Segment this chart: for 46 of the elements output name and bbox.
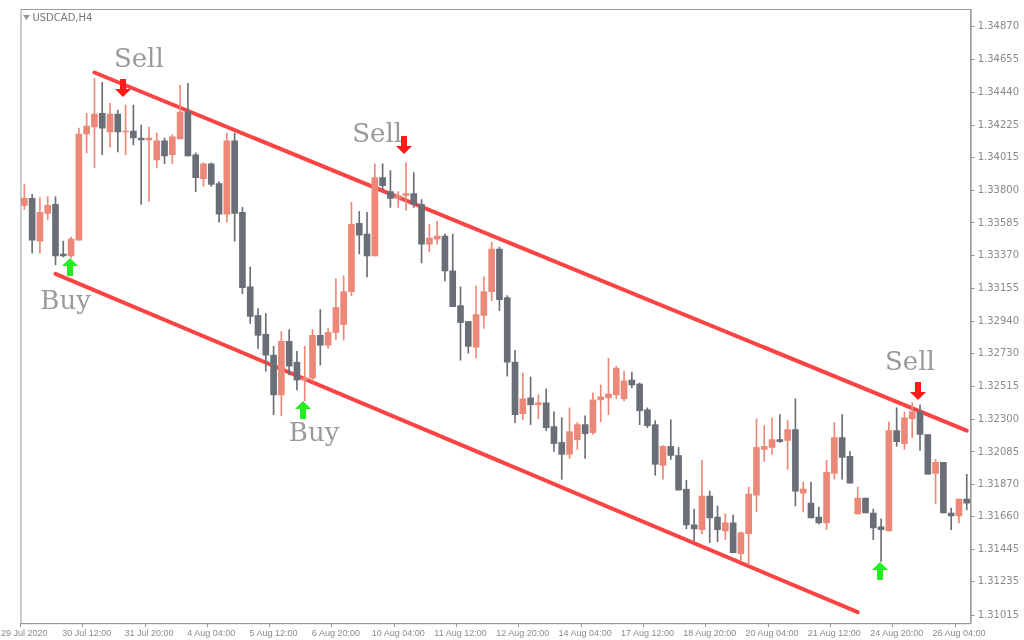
x-tick-label: 10 Aug 04:00 — [371, 628, 425, 639]
x-tick-label: 17 Aug 12:00 — [620, 628, 674, 639]
y-tick-label: 1.32300 — [977, 412, 1020, 424]
x-tick-label: 20 Aug 04:00 — [745, 628, 799, 639]
y-tick-label: 1.31660 — [977, 510, 1020, 522]
y-tick-label: 1.31015 — [977, 608, 1020, 620]
candlestick — [98, 82, 106, 156]
x-tick-label: 6 Aug 20:00 — [311, 628, 360, 639]
candlestick — [581, 415, 589, 459]
y-tick-label: 1.34655 — [977, 53, 1020, 65]
y-tick-label: 1.33155 — [977, 282, 1020, 294]
candlestick — [316, 309, 324, 366]
x-tick-label: 4 Aug 04:00 — [187, 628, 236, 639]
x-tick-label: 5 Aug 12:00 — [249, 628, 298, 639]
y-tick-label: 1.34225 — [977, 118, 1020, 130]
candlestick — [799, 481, 807, 513]
x-tick-label: 24 Aug 20:00 — [870, 628, 924, 639]
x-tick-label: 14 Aug 04:00 — [558, 628, 612, 639]
annotation: Sell — [113, 42, 164, 73]
x-tick-label: 12 Aug 20:00 — [496, 628, 550, 639]
y-tick-label: 1.34015 — [977, 150, 1020, 162]
x-tick-label: 21 Aug 12:00 — [807, 628, 861, 639]
y-tick-label: 1.34440 — [977, 86, 1020, 98]
annotation: Buy — [40, 284, 92, 315]
x-tick-label: 31 Jul 20:00 — [124, 628, 174, 639]
y-tick-label: 1.31445 — [977, 543, 1020, 555]
y-tick-label: 1.32730 — [977, 347, 1020, 359]
y-tick-label: 1.32515 — [977, 379, 1020, 391]
y-tick-label: 1.34870 — [977, 20, 1020, 32]
annotation: Sell — [884, 345, 935, 376]
y-tick-label: 1.33370 — [977, 249, 1020, 261]
y-tick-label: 1.31870 — [977, 478, 1020, 490]
chart-title: USDCAD,H4 — [32, 12, 93, 23]
y-tick-label: 1.32085 — [977, 445, 1020, 457]
y-tick-label: 1.32940 — [977, 315, 1020, 327]
x-tick-label: 18 Aug 20:00 — [683, 628, 737, 639]
x-tick-label: 30 Jul 12:00 — [62, 628, 112, 639]
y-tick-label: 1.33800 — [977, 183, 1020, 195]
y-tick-label: 1.33585 — [977, 216, 1020, 228]
candlestick — [776, 414, 784, 443]
annotation: Sell — [352, 117, 403, 148]
annotation: Buy — [288, 416, 340, 447]
x-tick-label: 11 Aug 12:00 — [434, 628, 487, 639]
x-tick-label: 26 Aug 04:00 — [932, 628, 986, 639]
y-tick-label: 1.31235 — [977, 575, 1020, 587]
x-tick-label: 29 Jul 2020 — [1, 628, 48, 639]
